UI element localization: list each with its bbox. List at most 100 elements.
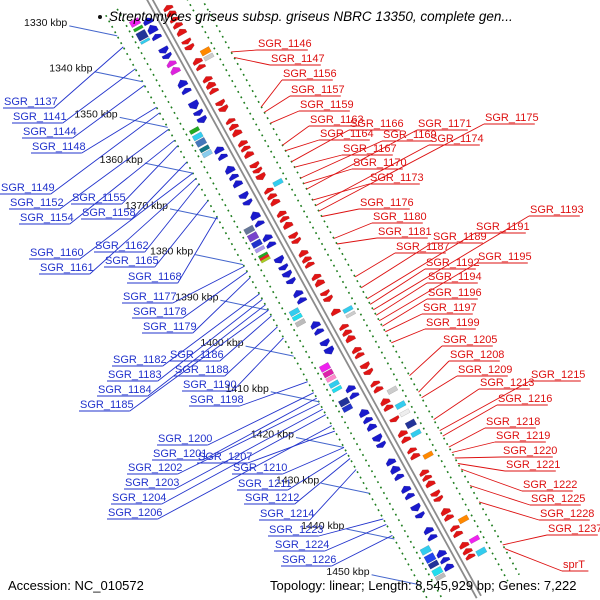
- gene-glyph[interactable]: [337, 396, 351, 408]
- gene-label[interactable]: SGR_1146: [258, 38, 312, 50]
- gene-label[interactable]: SGR_1180: [373, 211, 427, 223]
- gene-glyph[interactable]: [272, 177, 284, 188]
- gene-glyph[interactable]: [351, 346, 363, 355]
- gene-glyph[interactable]: [462, 548, 474, 556]
- gene-label[interactable]: SGR_1214: [260, 508, 314, 520]
- gene-glyph[interactable]: [240, 145, 252, 153]
- gene-glyph[interactable]: [135, 29, 149, 42]
- gene-glyph[interactable]: [394, 400, 407, 411]
- gene-glyph[interactable]: [429, 489, 441, 497]
- gene-glyph[interactable]: [349, 392, 360, 400]
- gene-glyph[interactable]: [293, 290, 304, 299]
- gene-glyph[interactable]: [465, 553, 476, 561]
- gene-glyph[interactable]: [443, 514, 455, 522]
- gene-glyph[interactable]: [260, 255, 271, 264]
- gene-glyph[interactable]: [394, 473, 405, 482]
- gene-label[interactable]: SGR_1186: [170, 349, 224, 361]
- gene-glyph[interactable]: [371, 433, 383, 442]
- gene-glyph[interactable]: [191, 131, 204, 142]
- gene-label[interactable]: SGR_1167: [343, 143, 397, 155]
- gene-glyph[interactable]: [449, 525, 461, 533]
- gene-label[interactable]: SGR_1210: [233, 462, 287, 474]
- gene-glyph[interactable]: [194, 136, 208, 148]
- gene-glyph[interactable]: [228, 123, 240, 132]
- gene-label[interactable]: SGR_1215: [531, 369, 585, 381]
- gene-glyph[interactable]: [380, 398, 391, 407]
- gene-glyph[interactable]: [139, 37, 151, 45]
- gene-glyph[interactable]: [319, 337, 331, 347]
- gene-glyph[interactable]: [273, 254, 285, 264]
- gene-label[interactable]: SGR_1190: [183, 379, 237, 391]
- gene-glyph[interactable]: [128, 17, 142, 28]
- gene-glyph[interactable]: [311, 273, 322, 282]
- gene-label[interactable]: SGR_1147: [271, 53, 325, 65]
- gene-label[interactable]: SGR_1154: [20, 212, 74, 224]
- gene-glyph[interactable]: [366, 423, 378, 432]
- gene-label[interactable]: SGR_1156: [283, 68, 337, 80]
- gene-glyph[interactable]: [373, 386, 384, 394]
- gene-glyph[interactable]: [401, 436, 412, 445]
- gene-glyph[interactable]: [214, 98, 226, 107]
- gene-label[interactable]: SGR_1141: [13, 111, 67, 123]
- gene-glyph[interactable]: [459, 541, 470, 550]
- gene-label[interactable]: SGR_1178: [133, 306, 187, 318]
- gene-glyph[interactable]: [475, 546, 488, 557]
- gene-glyph[interactable]: [201, 148, 213, 159]
- gene-label[interactable]: SGR_1168: [128, 271, 182, 283]
- gene-glyph[interactable]: [452, 530, 464, 539]
- gene-glyph[interactable]: [184, 42, 195, 51]
- gene-glyph[interactable]: [370, 380, 381, 388]
- gene-glyph[interactable]: [419, 544, 432, 556]
- gene-glyph[interactable]: [425, 480, 436, 489]
- gene-glyph[interactable]: [406, 447, 418, 455]
- gene-glyph[interactable]: [427, 559, 440, 570]
- gene-glyph[interactable]: [279, 215, 290, 224]
- gene-glyph[interactable]: [224, 165, 236, 175]
- gene-glyph[interactable]: [345, 310, 357, 319]
- gene-label[interactable]: SGR_1223: [269, 524, 323, 536]
- gene-label[interactable]: SGR_1225: [531, 493, 585, 505]
- gene-glyph[interactable]: [203, 52, 215, 62]
- gene-glyph[interactable]: [294, 318, 307, 328]
- gene-label[interactable]: SGR_1202: [128, 462, 182, 474]
- gene-label[interactable]: SGR_1181: [378, 226, 432, 238]
- gene-label[interactable]: SGR_1197: [423, 302, 477, 314]
- gene-label[interactable]: SGR_1192: [426, 257, 480, 269]
- gene-glyph[interactable]: [457, 514, 470, 525]
- gene-glyph[interactable]: [176, 28, 188, 38]
- gene-glyph[interactable]: [282, 221, 294, 231]
- gene-label[interactable]: SGR_1158: [82, 207, 136, 219]
- gene-glyph[interactable]: [322, 294, 334, 302]
- gene-label[interactable]: SGR_1184: [98, 384, 152, 396]
- gene-glyph[interactable]: [310, 321, 322, 330]
- gene-glyph[interactable]: [266, 241, 277, 250]
- gene-label[interactable]: SGR_1198: [190, 394, 244, 406]
- gene-glyph[interactable]: [404, 418, 418, 430]
- gene-glyph[interactable]: [318, 362, 332, 373]
- gene-glyph[interactable]: [288, 307, 301, 318]
- gene-label[interactable]: SGR_1205: [443, 334, 497, 346]
- gene-label[interactable]: SGR_1176: [360, 197, 414, 209]
- gene-label[interactable]: SGR_1160: [30, 247, 84, 259]
- gene-glyph[interactable]: [177, 79, 189, 89]
- gene-glyph[interactable]: [217, 153, 229, 162]
- gene-label[interactable]: SGR_1179: [143, 321, 197, 333]
- gene-glyph[interactable]: [330, 308, 342, 317]
- gene-glyph[interactable]: [290, 236, 302, 245]
- gene-glyph[interactable]: [385, 458, 397, 467]
- gene-glyph[interactable]: [199, 46, 212, 57]
- gene-label[interactable]: SGR_1216: [498, 393, 552, 405]
- gene-glyph[interactable]: [276, 210, 288, 219]
- gene-label[interactable]: SGR_1171: [418, 118, 472, 130]
- gene-glyph[interactable]: [390, 465, 402, 475]
- gene-glyph[interactable]: [285, 276, 297, 285]
- gene-glyph[interactable]: [322, 368, 335, 379]
- gene-glyph[interactable]: [181, 87, 192, 96]
- gene-glyph[interactable]: [192, 108, 204, 116]
- gene-glyph[interactable]: [132, 24, 144, 33]
- gene-glyph[interactable]: [431, 565, 444, 577]
- gene-label[interactable]: SGR_1195: [478, 251, 532, 263]
- gene-glyph[interactable]: [188, 126, 201, 135]
- gene-glyph[interactable]: [325, 373, 337, 383]
- gene-glyph[interactable]: [422, 474, 433, 483]
